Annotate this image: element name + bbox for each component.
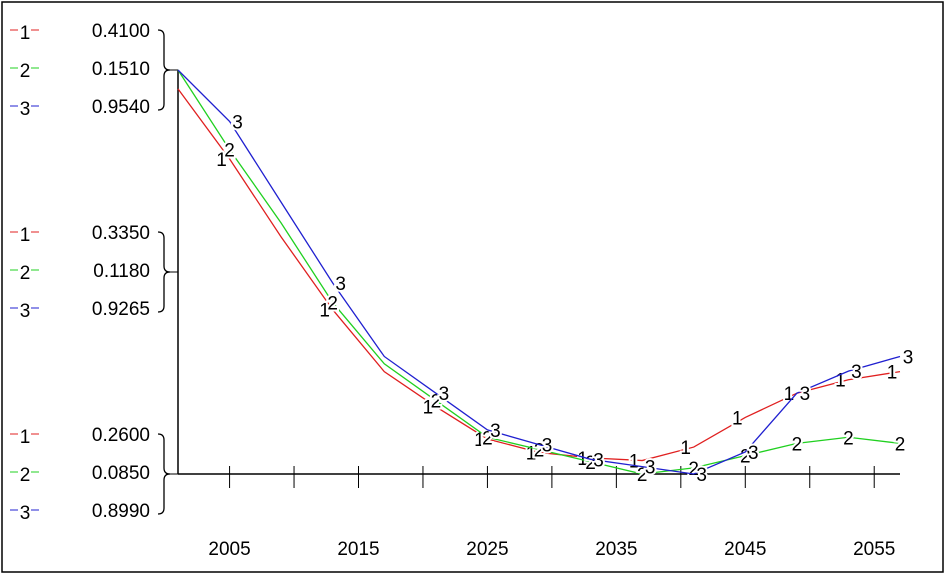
line-label: 3 xyxy=(696,465,707,486)
line-label: 1 xyxy=(784,384,795,405)
line-label: 3 xyxy=(748,443,759,464)
line-label: 3 xyxy=(232,112,243,133)
legend-label: 1 xyxy=(20,23,31,44)
line-label: 3 xyxy=(800,384,811,405)
line-label: 3 xyxy=(593,450,604,471)
y-tick-label: 0.9540 xyxy=(92,97,150,118)
y-tick-label: 0.3350 xyxy=(92,223,150,244)
legend-label: 3 xyxy=(20,503,31,524)
x-tick-label: 2025 xyxy=(466,539,508,560)
line-label: 1 xyxy=(423,398,434,419)
series-line xyxy=(177,69,901,475)
tick-brace xyxy=(157,231,171,313)
legend-label: 2 xyxy=(20,465,31,486)
y-tick-label: 0.1510 xyxy=(92,59,150,80)
series-line xyxy=(177,88,901,462)
line-label: 1 xyxy=(629,452,640,473)
legend-label: 1 xyxy=(20,427,31,448)
line-label: 3 xyxy=(490,421,501,442)
line-label: 3 xyxy=(851,362,862,383)
line-label: 2 xyxy=(585,453,596,474)
line-label: 1 xyxy=(732,408,743,429)
y-tick-label: 0.9265 xyxy=(92,299,150,320)
line-label: 2 xyxy=(534,441,545,462)
line-label: 2 xyxy=(482,428,493,449)
x-tick-label: 2015 xyxy=(337,539,379,560)
line-label: 3 xyxy=(903,347,914,368)
series-line xyxy=(177,69,901,475)
line-label: 3 xyxy=(335,274,346,295)
line-label: 1 xyxy=(319,301,330,322)
line-label: 1 xyxy=(887,363,898,384)
y-tick-label: 0.0850 xyxy=(92,463,150,484)
line-label: 3 xyxy=(645,458,656,479)
y-tick-label: 0.1180 xyxy=(93,261,150,282)
y-tick-label: 0.2600 xyxy=(92,425,150,446)
legend-label: 1 xyxy=(20,225,31,246)
line-label: 2 xyxy=(688,459,699,480)
tick-brace xyxy=(157,433,171,515)
line-label: 1 xyxy=(526,443,537,464)
line-label: 1 xyxy=(216,150,227,171)
y-tick-label: 0.8990 xyxy=(92,501,150,522)
legend-label: 2 xyxy=(20,263,31,284)
line-label: 2 xyxy=(843,428,854,449)
x-tick-label: 2005 xyxy=(208,539,250,560)
x-tick-label: 2055 xyxy=(853,539,895,560)
line-label: 1 xyxy=(835,371,846,392)
line-label: 2 xyxy=(224,141,235,162)
line-label: 3 xyxy=(439,384,450,405)
y-tick-label: 0.4100 xyxy=(92,21,150,42)
x-tick-label: 2035 xyxy=(595,539,637,560)
tick-brace xyxy=(157,29,171,111)
line-label: 1 xyxy=(680,438,691,459)
line-label: 2 xyxy=(740,447,751,468)
line-label: 2 xyxy=(327,294,338,315)
x-tick-label: 2045 xyxy=(724,539,766,560)
line-label: 2 xyxy=(895,434,906,455)
legend-label: 3 xyxy=(20,301,31,322)
line-label: 2 xyxy=(637,465,648,486)
line-label: 3 xyxy=(542,436,553,457)
legend-label: 3 xyxy=(20,99,31,120)
legend-label: 2 xyxy=(20,61,31,82)
line-label: 2 xyxy=(792,434,803,455)
